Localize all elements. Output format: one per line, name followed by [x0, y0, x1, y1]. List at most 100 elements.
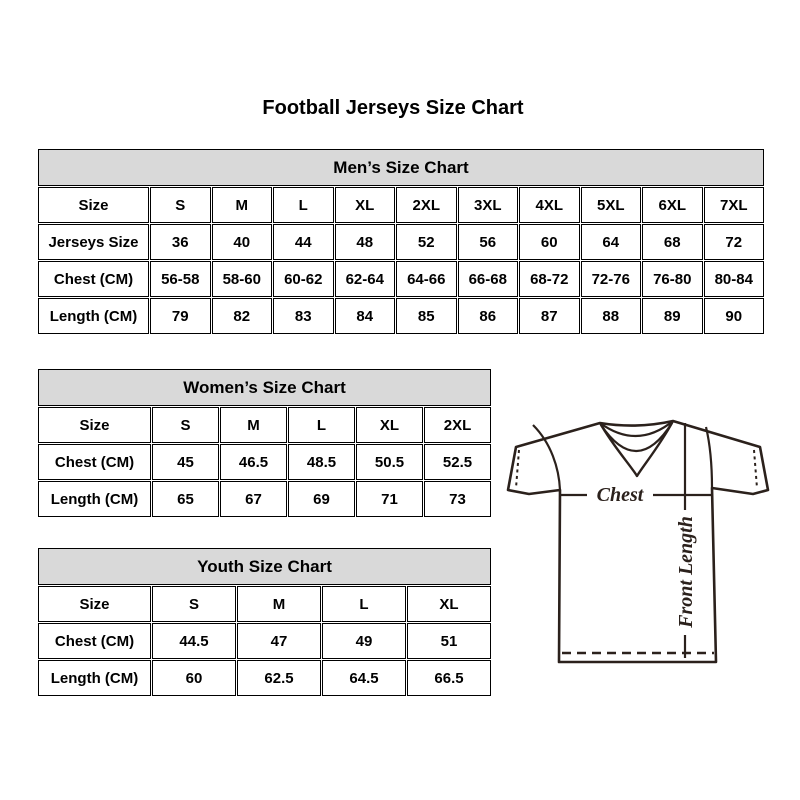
- table-cell: 67: [220, 481, 287, 517]
- column-header: L: [288, 407, 355, 443]
- table-cell: 56-58: [150, 261, 211, 297]
- v-neck-curve: [598, 420, 675, 478]
- table-cell: 56: [457, 224, 518, 260]
- table-cell: 73: [424, 481, 491, 517]
- table-cell: 47: [237, 623, 321, 659]
- table-row: Chest (CM) 56-58 58-60 60-62 62-64 64-66 66-68…: [38, 261, 764, 297]
- left-sleeve-seam: [532, 424, 562, 491]
- table-cell: 66-68: [457, 261, 518, 297]
- column-header-size: Size: [38, 407, 151, 443]
- table-cell: 90: [703, 298, 764, 334]
- table-cell: 48.5: [288, 444, 355, 480]
- column-header: 2XL: [396, 187, 457, 223]
- table-cell: 86: [457, 298, 518, 334]
- table-cell: 84: [334, 298, 395, 334]
- row-header: Length (CM): [38, 298, 149, 334]
- column-header: M: [237, 586, 321, 622]
- table-cell: 68-72: [519, 261, 580, 297]
- table-cell: 60-62: [273, 261, 334, 297]
- table-cell: 89: [642, 298, 703, 334]
- row-header: Length (CM): [38, 481, 151, 517]
- row-header: Jerseys Size: [38, 224, 149, 260]
- column-header: 2XL: [424, 407, 491, 443]
- column-header: 4XL: [519, 187, 580, 223]
- table-cell: 58-60: [211, 261, 272, 297]
- table-cell: 65: [152, 481, 219, 517]
- row-header: Length (CM): [38, 660, 151, 696]
- page-title: Football Jerseys Size Chart: [262, 97, 524, 119]
- mens-size-table: Men’s Size Chart Size S M L XL 2XL 3XL 4XL 5XL 6XL…: [37, 148, 765, 335]
- table-cell: 72-76: [580, 261, 641, 297]
- table-cell: 80-84: [703, 261, 764, 297]
- table-cell: 50.5: [356, 444, 423, 480]
- table-cell: 60: [152, 660, 236, 696]
- table-cell: 68: [642, 224, 703, 260]
- table-title: Men’s Size Chart: [38, 149, 764, 186]
- table-cell: 62.5: [237, 660, 321, 696]
- column-header-size: Size: [38, 187, 149, 223]
- chest-label: Chest: [597, 484, 645, 506]
- column-header: XL: [334, 187, 395, 223]
- table-title: Women’s Size Chart: [38, 369, 491, 406]
- table-cell: 52.5: [424, 444, 491, 480]
- table-cell: 88: [580, 298, 641, 334]
- column-header: 7XL: [703, 187, 764, 223]
- column-header: S: [152, 586, 236, 622]
- row-header: Chest (CM): [38, 623, 151, 659]
- table-cell: 64: [580, 224, 641, 260]
- row-header: Chest (CM): [38, 444, 151, 480]
- womens-size-table: Women’s Size Chart Size S M L XL 2XL Chest (CM)…: [37, 368, 492, 518]
- table-title: Youth Size Chart: [38, 548, 491, 585]
- column-header: M: [211, 187, 272, 223]
- table-cell: 87: [519, 298, 580, 334]
- table-cell: 51: [407, 623, 491, 659]
- table-cell: 46.5: [220, 444, 287, 480]
- youth-size-table: Youth Size Chart Size S M L XL Chest (CM) 44.5 4…: [37, 547, 492, 697]
- column-header: L: [273, 187, 334, 223]
- jersey-measurement-diagram: Chest Front Length: [506, 419, 770, 664]
- row-header: Chest (CM): [38, 261, 149, 297]
- front-length-label: Front Length: [675, 516, 697, 629]
- column-header: S: [152, 407, 219, 443]
- table-cell: 62-64: [334, 261, 395, 297]
- table-cell: 83: [273, 298, 334, 334]
- table-cell: 48: [334, 224, 395, 260]
- table-cell: 72: [703, 224, 764, 260]
- table-cell: 66.5: [407, 660, 491, 696]
- table-cell: 44.5: [152, 623, 236, 659]
- jersey-outline-shape: [506, 419, 770, 664]
- table-row: Length (CM) 60 62.5 64.5 66.5: [38, 660, 491, 696]
- table-row: Chest (CM) 44.5 47 49 51: [38, 623, 491, 659]
- table-cell: 85: [396, 298, 457, 334]
- table-cell: 71: [356, 481, 423, 517]
- column-header: L: [322, 586, 406, 622]
- right-sleeve-seam: [704, 426, 714, 489]
- table-cell: 64-66: [396, 261, 457, 297]
- column-header: XL: [356, 407, 423, 443]
- collar-back-curve-1: [599, 420, 674, 438]
- column-header: 5XL: [580, 187, 641, 223]
- table-cell: 60: [519, 224, 580, 260]
- table-cell: 40: [211, 224, 272, 260]
- column-header-size: Size: [38, 586, 151, 622]
- column-header: S: [150, 187, 211, 223]
- column-header: M: [220, 407, 287, 443]
- table-cell: 36: [150, 224, 211, 260]
- table-cell: 82: [211, 298, 272, 334]
- column-header: 3XL: [457, 187, 518, 223]
- table-cell: 44: [273, 224, 334, 260]
- table-cell: 79: [150, 298, 211, 334]
- table-row: Jerseys Size 36 40 44 48 52 56 60 64 68 72: [38, 224, 764, 260]
- table-cell: 76-80: [642, 261, 703, 297]
- table-cell: 69: [288, 481, 355, 517]
- table-row: Chest (CM) 45 46.5 48.5 50.5 52.5: [38, 444, 491, 480]
- table-row: Length (CM) 65 67 69 71 73: [38, 481, 491, 517]
- column-header: 6XL: [642, 187, 703, 223]
- table-cell: 45: [152, 444, 219, 480]
- column-header: XL: [407, 586, 491, 622]
- table-cell: 52: [396, 224, 457, 260]
- table-cell: 49: [322, 623, 406, 659]
- table-row: Length (CM) 79 82 83 84 85 86 87 88 89 90: [38, 298, 764, 334]
- table-cell: 64.5: [322, 660, 406, 696]
